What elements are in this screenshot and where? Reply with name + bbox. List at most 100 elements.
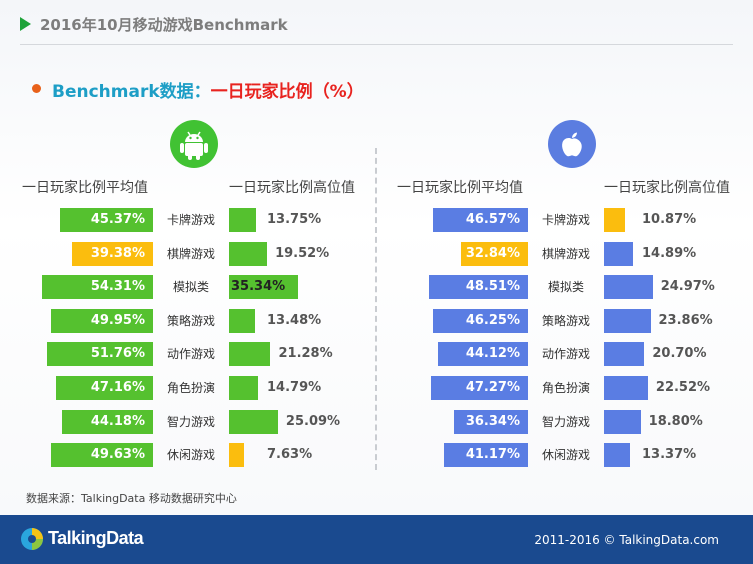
android-high-value-label: 25.09% — [285, 413, 341, 429]
ios-avg-bar — [428, 275, 528, 300]
android-category-label: 角色扮演 — [166, 381, 215, 395]
android-avg-value-label: 44.18% — [90, 413, 145, 429]
ios-avg-value-label: 36.34% — [465, 413, 520, 429]
ios-avg-bar — [437, 342, 528, 367]
ios-avg-bar — [433, 308, 528, 333]
android-high-bar — [229, 409, 278, 434]
android-avg-bar — [62, 409, 153, 434]
android-category-label: 卡牌游戏 — [166, 213, 215, 227]
android-high-value-label: 13.75% — [267, 212, 322, 227]
android-high-bar — [229, 443, 244, 468]
android-avg-bar — [72, 241, 153, 266]
ios-high-bar — [604, 409, 641, 434]
android-avg-value-label: 54.31% — [90, 279, 145, 295]
ios-high-heading: 一日玩家比例高位值 — [604, 180, 730, 196]
ios-category-label: 棋牌游戏 — [541, 246, 590, 261]
ios-category-label: 模拟类 — [547, 280, 584, 295]
android-avg-value-label: 49.63% — [90, 447, 145, 463]
ios-avg-value-label: 46.25% — [465, 312, 520, 328]
ios-category-label: 策略游戏 — [541, 313, 590, 328]
android-avg-value-label: 39.38% — [90, 245, 145, 261]
ios-avg-value-label: 32.84% — [465, 245, 520, 261]
android-high-value-label: 14.79% — [267, 380, 322, 395]
ios-high-value-label: 24.97% — [660, 279, 715, 295]
android-high-heading: 一日玩家比例高位值 — [229, 180, 355, 196]
ios-category-label: 卡牌游戏 — [541, 213, 590, 227]
ios-avg-bar — [431, 376, 528, 400]
ios-high-bar — [604, 443, 631, 468]
android-avg-value-label: 45.37% — [90, 212, 145, 227]
ios-high-bar — [604, 342, 645, 367]
ios-high-value-label: 13.37% — [642, 447, 697, 463]
android-avg-bar — [51, 443, 153, 468]
talkingdata-logo-icon — [21, 528, 43, 550]
ios-category-label: 智力游戏 — [541, 414, 590, 429]
ios-avg-heading: 一日玩家比例平均值 — [397, 180, 523, 196]
android-high-value-label: 21.28% — [278, 346, 333, 362]
ios-category-label: 角色扮演 — [541, 381, 590, 395]
ios-high-value-label: 18.80% — [648, 413, 703, 429]
android-high-bar — [229, 376, 258, 400]
android-avg-value-label: 51.76% — [90, 346, 145, 362]
ios-category-label: 休闲游戏 — [541, 448, 590, 463]
android-avg-heading: 一日玩家比例平均值 — [22, 180, 148, 196]
android-avg-bar — [56, 376, 153, 400]
ios-avg-value-label: 41.17% — [465, 447, 520, 463]
android-high-bar — [229, 342, 271, 367]
footer-logo: TalkingData — [48, 528, 144, 548]
ios-high-value-label: 14.89% — [642, 245, 697, 261]
android-category-label: 策略游戏 — [166, 313, 215, 328]
page-title: 2016年10月移动游戏Benchmark — [40, 16, 288, 34]
platform-divider — [375, 148, 377, 470]
android-high-value-label: 35.34% — [231, 279, 286, 295]
android-category-label: 动作游戏 — [166, 347, 215, 362]
android-avg-bar — [41, 275, 153, 300]
ios-avg-value-label: 44.12% — [465, 346, 520, 362]
ios-high-bar — [604, 308, 651, 333]
ios-high-value-label: 22.52% — [655, 380, 711, 395]
android-category-label: 棋牌游戏 — [166, 246, 215, 261]
android-high-bar — [229, 275, 298, 300]
apple-icon — [548, 120, 596, 168]
ios-avg-value-label: 47.27% — [465, 380, 520, 395]
ios-avg-value-label: 48.51% — [465, 279, 520, 295]
subtitle-metric: 一日玩家比例（%） — [210, 82, 364, 102]
ios-high-bar — [604, 208, 626, 232]
data-source: 数据来源：TalkingData 移动数据研究中心 — [26, 492, 237, 505]
android-high-bar — [229, 241, 268, 266]
ios-avg-bar — [453, 409, 528, 434]
android-avg-bar — [50, 308, 153, 333]
ios-avg-bar — [443, 443, 528, 468]
ios-high-bar — [604, 241, 634, 266]
android-category-label: 智力游戏 — [166, 414, 215, 429]
android-high-bar — [229, 308, 256, 333]
android-category-label: 休闲游戏 — [166, 448, 215, 463]
ios-high-value-label: 20.70% — [652, 346, 707, 362]
ios-avg-bar — [432, 208, 528, 232]
play-arrow-icon — [20, 17, 31, 31]
android-high-value-label: 7.63% — [267, 447, 313, 463]
android-high-value-label: 13.48% — [267, 312, 322, 328]
ios-high-value-label: 23.86% — [658, 312, 713, 328]
ios-avg-bar — [460, 241, 528, 266]
android-avg-bar — [59, 208, 153, 232]
ios-high-bar — [604, 376, 648, 400]
android-avg-value-label: 47.16% — [90, 380, 145, 395]
android-category-label: 模拟类 — [172, 280, 209, 295]
bullet-dot-icon — [32, 84, 41, 93]
ios-high-bar — [604, 275, 653, 300]
android-avg-bar — [46, 342, 153, 367]
subtitle-prefix: Benchmark数据： — [52, 82, 211, 102]
android-high-bar — [229, 208, 256, 232]
footer: TalkingData 2011-2016 © TalkingData.com — [0, 515, 753, 564]
ios-high-value-label: 10.87% — [642, 212, 697, 227]
header-divider — [20, 44, 733, 45]
header: 2016年10月移动游戏Benchmark — [0, 0, 753, 48]
chart-subtitle: Benchmark数据：一日玩家比例（%） — [52, 77, 364, 102]
android-icon — [170, 120, 218, 168]
ios-category-label: 动作游戏 — [541, 347, 590, 362]
ios-avg-value-label: 46.57% — [465, 212, 520, 227]
copyright: 2011-2016 © TalkingData.com — [534, 533, 719, 547]
android-avg-value-label: 49.95% — [90, 312, 145, 328]
android-high-value-label: 19.52% — [275, 245, 330, 261]
